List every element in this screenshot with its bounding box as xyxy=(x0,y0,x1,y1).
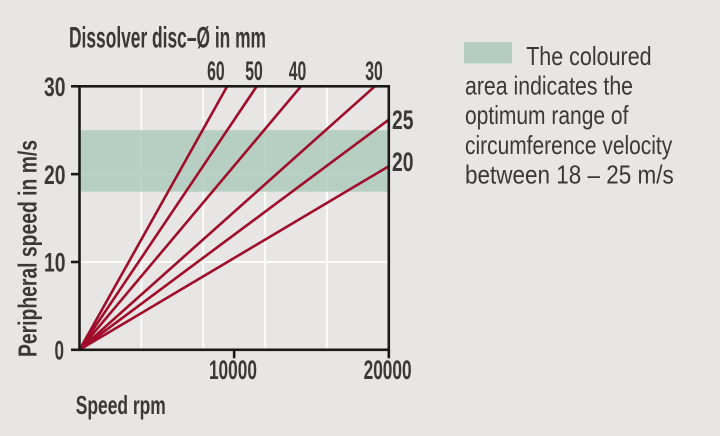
line-disc-40-mm xyxy=(78,85,302,351)
x-axis-title: Speed rpm xyxy=(76,390,166,420)
line-disc-60-mm xyxy=(78,85,229,351)
y-tick-label: 30 xyxy=(44,72,66,102)
optimum-range-band xyxy=(79,130,389,192)
axis-ticks xyxy=(71,85,391,359)
line-disc-50-mm xyxy=(78,85,258,351)
disc-label-60: 60 xyxy=(207,56,225,86)
disc-diameter-lines xyxy=(78,85,390,351)
disc-label-20: 20 xyxy=(392,147,414,177)
line-disc-30-mm xyxy=(78,85,376,351)
y-tick-label: 0 xyxy=(55,336,65,366)
y-tick-label: 10 xyxy=(44,248,66,278)
top-axis-title: Dissolver disc–Ø in mm xyxy=(69,21,266,54)
disc-label-50: 50 xyxy=(245,56,263,86)
disc-label-30: 30 xyxy=(365,56,383,86)
x-tick-label: 10000 xyxy=(209,355,257,385)
y-tick-label: 20 xyxy=(44,160,66,190)
series-labels: 60 50 40 30 25 20 xyxy=(207,56,413,177)
legend-swatch xyxy=(464,42,512,64)
legend-line: area indicates the xyxy=(465,71,633,101)
legend-line: circumference velocity xyxy=(465,130,672,160)
x-tick-label: 20000 xyxy=(364,355,412,385)
tick-labels: 0 10 20 30 10000 20000 xyxy=(44,72,412,385)
y-axis-title: Peripheral speed in m/s xyxy=(13,140,43,357)
disc-label-40: 40 xyxy=(289,56,307,86)
line-disc-25-mm xyxy=(78,118,390,351)
disc-label-25: 25 xyxy=(392,105,414,135)
line-disc-20-mm xyxy=(78,165,390,351)
legend-line: optimum range of xyxy=(465,100,629,130)
legend-line: The coloured xyxy=(526,41,651,71)
legend-line: between 18 – 25 m/s xyxy=(465,159,674,189)
